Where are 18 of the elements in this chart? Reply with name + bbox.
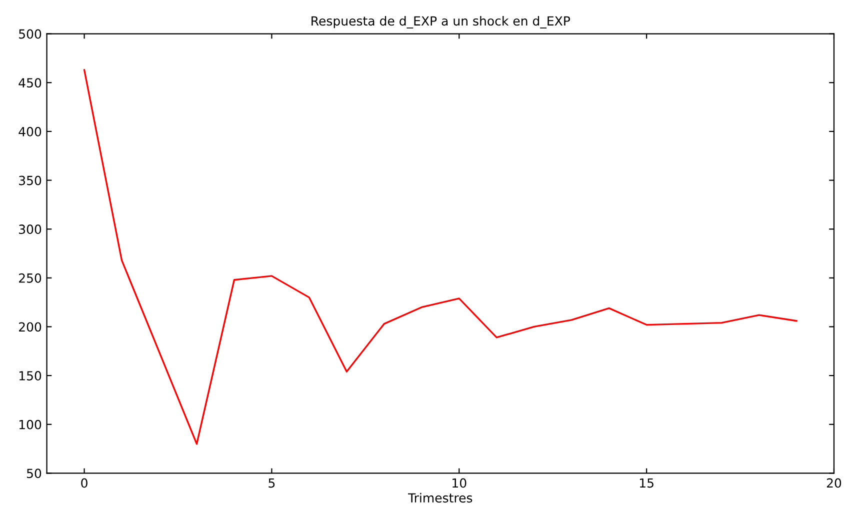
y-tick-label: 100 bbox=[19, 420, 42, 430]
x-tick-label: 20 bbox=[826, 478, 842, 488]
y-tick-label: 300 bbox=[19, 224, 42, 234]
y-tick-label: 250 bbox=[19, 273, 42, 283]
y-tick-label: 400 bbox=[18, 126, 42, 136]
x-tick-label: 5 bbox=[268, 478, 275, 488]
y-tick-label: 50 bbox=[27, 468, 42, 478]
x-axis-title: Trimestres bbox=[408, 492, 472, 503]
x-tick-label: 15 bbox=[640, 478, 654, 488]
chart-title: Respuesta de d_EXP a un shock en d_EXP bbox=[312, 16, 570, 28]
y-tick-label: 150 bbox=[19, 371, 42, 380]
y-tick-label: 350 bbox=[19, 176, 42, 186]
y-tick-label: 500 bbox=[19, 29, 42, 39]
x-tick-label: 10 bbox=[452, 478, 466, 488]
y-tick-label: 200 bbox=[19, 322, 42, 332]
x-tick-label: 0 bbox=[81, 478, 88, 488]
line-series bbox=[83, 69, 798, 445]
y-tick-label: 450 bbox=[18, 78, 42, 88]
